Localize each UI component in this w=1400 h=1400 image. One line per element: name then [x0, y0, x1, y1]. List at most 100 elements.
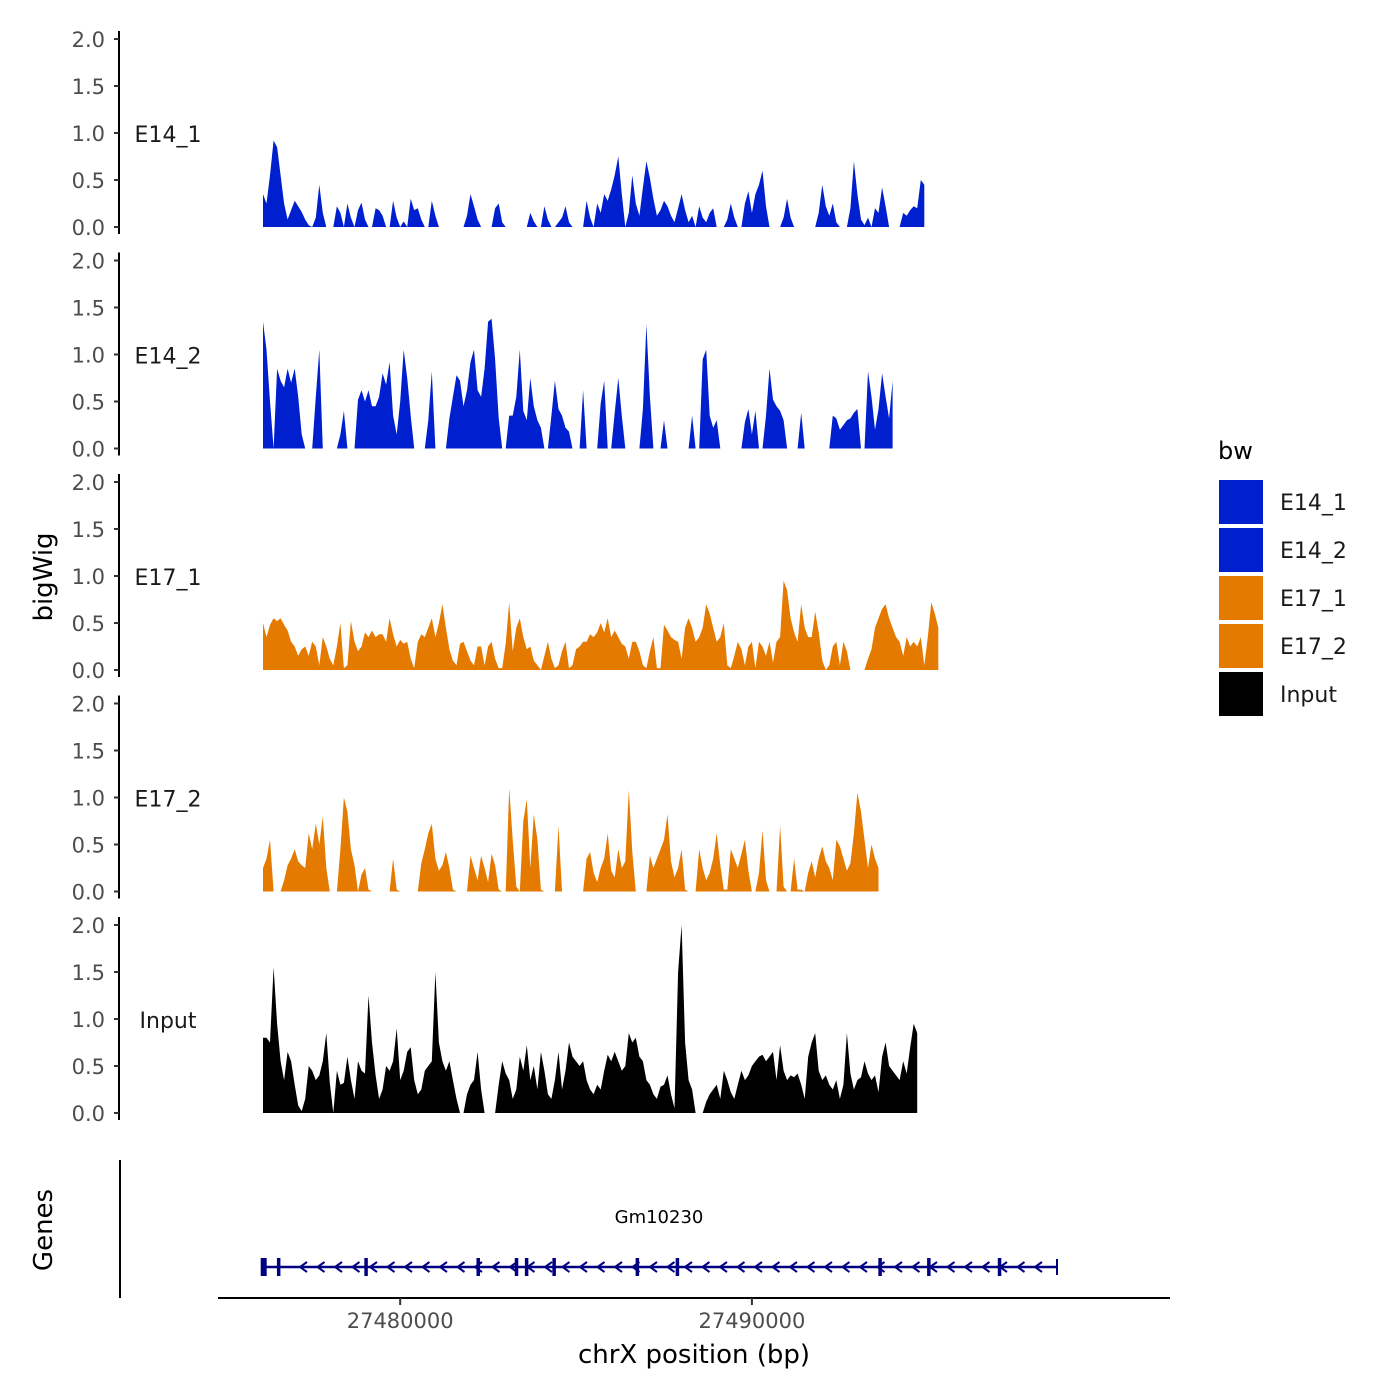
panel-E17_2: 0.0 0.5 1.0 1.5 2.0 E17_2	[72, 693, 879, 905]
strand-arrow	[648, 1261, 658, 1273]
strand-arrow	[420, 1261, 431, 1273]
gene-name-label: Gm10230	[615, 1207, 704, 1228]
strand-arrow	[315, 1261, 326, 1273]
strand-arrow	[875, 1261, 886, 1273]
y-tick-label: 1.5	[72, 75, 105, 99]
exon-block	[276, 1258, 281, 1276]
legend-swatch-Input	[1219, 672, 1263, 716]
y-tick-label: 1.0	[72, 787, 105, 811]
strand-arrow	[368, 1261, 378, 1273]
legend-label-E14_2: E14_2	[1280, 539, 1347, 564]
strand-arrow	[945, 1261, 956, 1273]
panel-E14_2: 0.0 0.5 1.0 1.5 2.0 E14_2	[72, 250, 893, 462]
legend-label-E17_1: E17_1	[1280, 587, 1347, 612]
exon-block	[364, 1258, 368, 1276]
strand-arrow	[350, 1261, 361, 1273]
exon-block	[997, 1258, 1002, 1276]
strand-arrow	[560, 1261, 571, 1273]
legend-swatch-E14_1	[1219, 480, 1263, 524]
exon-block	[514, 1258, 519, 1276]
series-label-E14_2: E14_2	[135, 345, 202, 370]
panel-E14_1: 0.0 0.5 1.0 1.5 2.0 E14_1	[72, 28, 925, 240]
strand-arrow	[735, 1261, 746, 1273]
area-E17_1	[263, 580, 939, 670]
legend-swatch-E17_1	[1219, 576, 1263, 620]
legend-label-Input: Input	[1280, 683, 1337, 708]
gene-model	[260, 1258, 1058, 1276]
strand-arrow	[438, 1261, 448, 1273]
strand-arrow	[963, 1261, 973, 1273]
exon-block	[927, 1258, 931, 1276]
y-tick-label: 0.0	[72, 881, 105, 905]
y-tick-label: 1.5	[72, 740, 105, 764]
strand-arrow	[753, 1261, 763, 1273]
strand-arrow	[770, 1261, 781, 1273]
series-label-E14_1: E14_1	[135, 123, 202, 148]
strand-arrow	[385, 1261, 396, 1273]
strand-arrow	[578, 1261, 588, 1273]
exon-block	[476, 1258, 480, 1276]
strand-arrow	[333, 1261, 343, 1273]
legend-swatch-E17_2	[1219, 624, 1263, 668]
x-axis-title: chrX position (bp)	[578, 1340, 810, 1370]
y-tick-label: 1.0	[72, 344, 105, 368]
signal-panels: 0.0 0.5 1.0 1.5 2.0 E14_1 0.0 0.5 1.0 1.5 2.0 E14_2…	[72, 28, 939, 1126]
strand-arrow	[700, 1261, 711, 1273]
strand-arrow	[1033, 1261, 1043, 1273]
legend-swatch-E14_2	[1219, 528, 1263, 572]
area-Input	[263, 925, 918, 1113]
y-tick-label: 0.5	[72, 391, 105, 415]
strand-arrow	[1015, 1261, 1026, 1273]
strand-arrow	[298, 1261, 308, 1273]
strand-arrow	[595, 1261, 606, 1273]
area-E14_1	[263, 140, 925, 227]
strand-arrow	[858, 1261, 868, 1273]
area-E17_2	[263, 788, 879, 892]
strand-arrow	[543, 1261, 553, 1273]
y-tick-label: 1.0	[72, 122, 105, 146]
exon-block	[878, 1258, 882, 1276]
strand-arrow	[788, 1261, 798, 1273]
y-axis-title: bigWig	[29, 532, 59, 621]
strand-arrow	[805, 1261, 816, 1273]
strand-arrow	[455, 1261, 466, 1273]
y-tick-label: 1.0	[72, 565, 105, 589]
y-tick-label: 0.5	[72, 169, 105, 193]
series-label-E17_1: E17_1	[135, 566, 202, 591]
y-tick-label: 0.0	[72, 216, 105, 240]
strand-arrow	[403, 1261, 413, 1273]
legend-label-E14_1: E14_1	[1280, 491, 1347, 516]
y-tick-label: 1.5	[72, 961, 105, 985]
strand-arrow	[490, 1261, 501, 1273]
strand-arrow	[665, 1261, 676, 1273]
y-tick-label: 0.5	[72, 1055, 105, 1079]
area-E14_2	[263, 318, 893, 449]
x-axis: 27480000 27490000 chrX position (bp)	[218, 1297, 1170, 1370]
legend-label-E17_2: E17_2	[1280, 635, 1347, 660]
genes-axis-title: Genes	[29, 1189, 59, 1271]
exon-block	[524, 1258, 529, 1276]
exon-block	[635, 1258, 640, 1276]
legend-items: E14_1 E14_2 E17_1 E17_2 Input	[1219, 480, 1347, 716]
y-tick-label: 1.0	[72, 1008, 105, 1032]
exon-block	[552, 1258, 556, 1276]
y-tick-label: 2.0	[72, 250, 105, 274]
legend-title: bw	[1218, 437, 1253, 465]
y-tick-label: 2.0	[72, 914, 105, 938]
exon-block	[260, 1258, 267, 1276]
x-tick-label: 27480000	[347, 1309, 454, 1333]
strand-arrow	[980, 1261, 991, 1273]
strand-arrow	[910, 1261, 921, 1273]
strand-arrow	[718, 1261, 728, 1273]
y-tick-label: 0.0	[72, 1102, 105, 1126]
y-tick-label: 0.5	[72, 834, 105, 858]
gene-panel: Genes Gm10230	[29, 1160, 1058, 1298]
y-tick-label: 0.5	[72, 612, 105, 636]
series-label-Input: Input	[140, 1009, 197, 1034]
y-tick-label: 1.5	[72, 297, 105, 321]
strand-arrow	[683, 1261, 693, 1273]
panel-E17_1: 0.0 0.5 1.0 1.5 2.0 E17_1	[72, 471, 939, 683]
y-tick-label: 0.0	[72, 438, 105, 462]
y-tick-label: 2.0	[72, 28, 105, 52]
